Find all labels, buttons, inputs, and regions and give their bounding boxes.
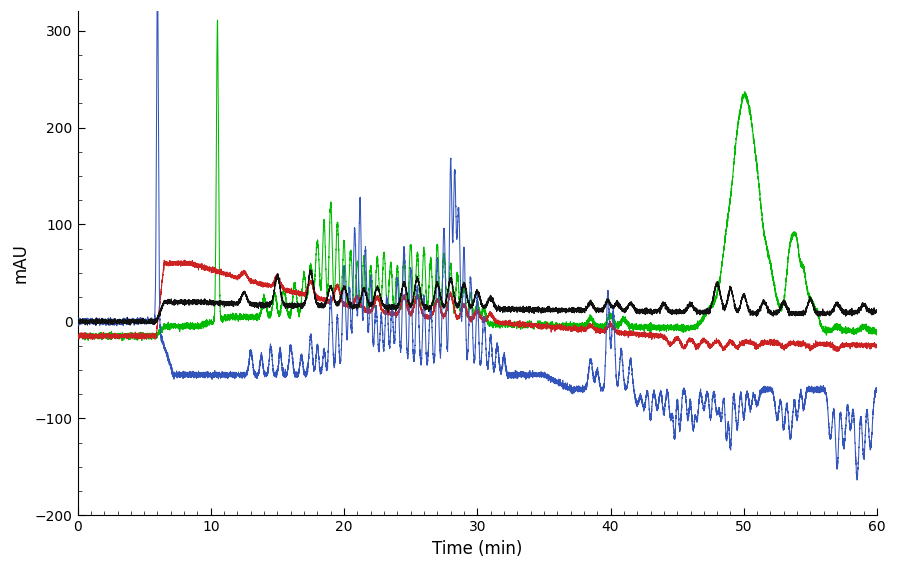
Y-axis label: mAU: mAU: [11, 244, 29, 283]
X-axis label: Time (min): Time (min): [432, 540, 522, 558]
